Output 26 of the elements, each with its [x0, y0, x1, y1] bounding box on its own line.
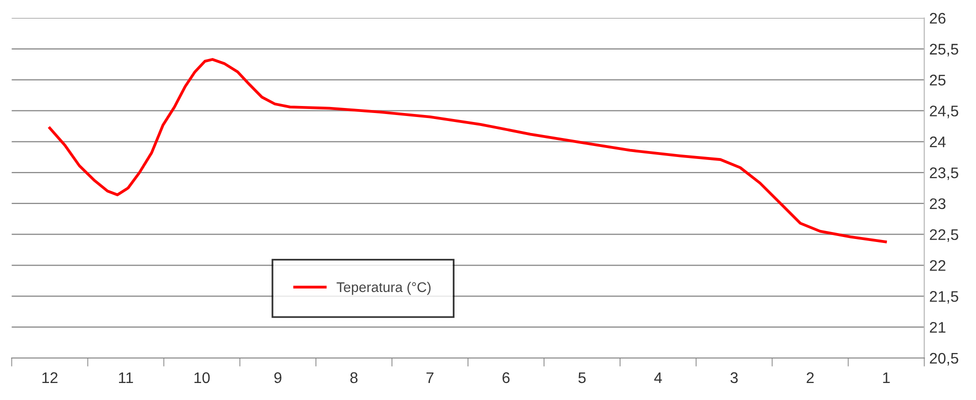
x-tick-label: 3 [730, 372, 738, 384]
x-tick-label: 5 [578, 372, 586, 384]
x-tick-label: 2 [806, 372, 814, 383]
x-tick-label: 6 [502, 372, 510, 384]
y-tick-label: 26 [930, 12, 946, 24]
y-tick-label: 23 [930, 198, 946, 210]
y-tick-label: 25,5 [930, 44, 958, 56]
x-tick-label: 10 [194, 372, 210, 384]
y-tick-label: 23,5 [930, 167, 958, 180]
x-tick-label: 7 [426, 372, 434, 383]
y-tick-label: 20,5 [930, 352, 958, 366]
y-tick-label: 21,5 [930, 291, 958, 304]
x-tick-label: 4 [654, 372, 662, 383]
x-tick-label: 1 [883, 372, 890, 383]
y-tick-label: 21 [930, 322, 946, 333]
y-tick-label: 24,5 [930, 106, 958, 118]
x-tick-label: 11 [119, 372, 133, 383]
x-tick-label: 9 [274, 372, 282, 384]
x-tick-label: 8 [350, 372, 358, 384]
y-tick-label: 25 [930, 74, 946, 86]
y-tick-label: 24 [930, 136, 946, 148]
line-series [48, 58, 887, 244]
legend-label: Teperatura (°C) [336, 282, 431, 295]
y-tick-label: 22,5 [930, 229, 958, 242]
x-tick-label: 12 [42, 372, 58, 383]
y-tick-label: 22 [930, 260, 946, 271]
